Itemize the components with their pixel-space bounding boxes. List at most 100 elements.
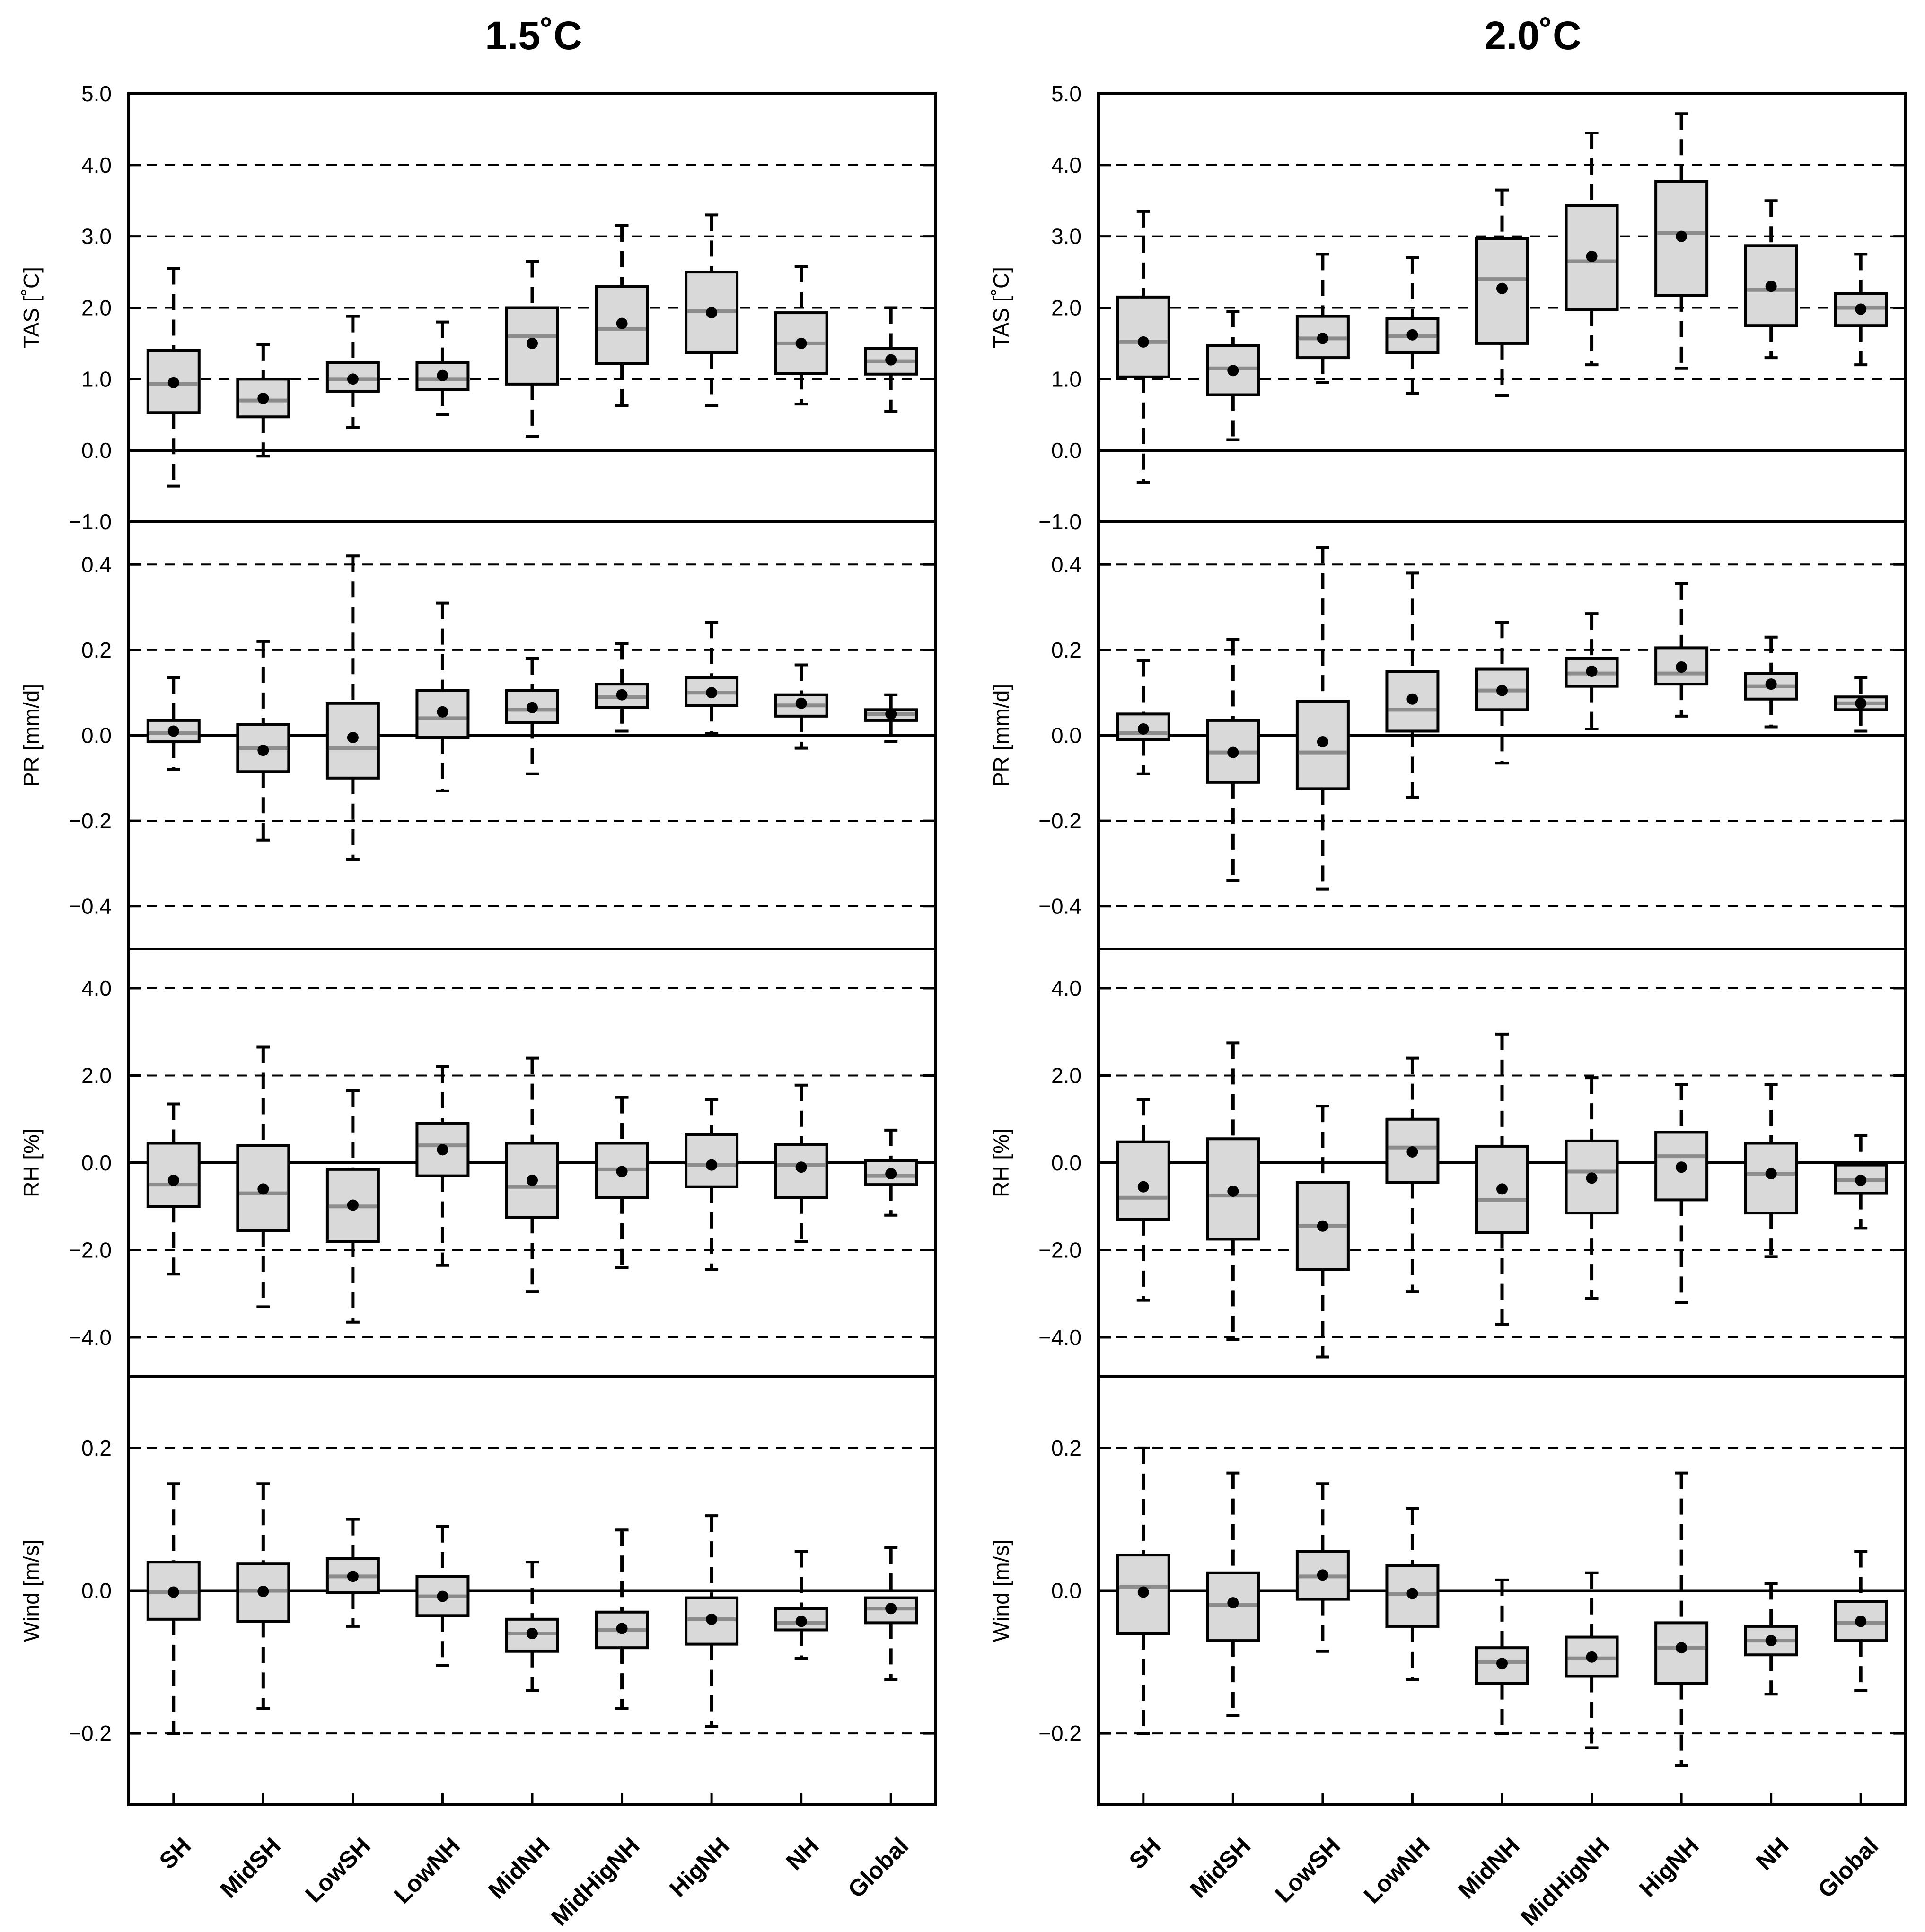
column-title-1-5c: 1.5˚C bbox=[485, 13, 582, 58]
box-HigNH bbox=[1654, 112, 1709, 370]
box-MidNH bbox=[505, 260, 559, 438]
mean-point bbox=[1317, 736, 1328, 748]
box-LowNH bbox=[415, 1065, 470, 1267]
mean-point bbox=[616, 1166, 628, 1177]
mean-point bbox=[795, 697, 807, 709]
mean-point bbox=[437, 369, 448, 381]
y-tick-label: −2.0 bbox=[1038, 1238, 1081, 1262]
y-tick-label: −1.0 bbox=[1038, 509, 1081, 534]
box-MidNH bbox=[505, 657, 559, 775]
mean-point bbox=[437, 1144, 448, 1156]
y-tick-label: −4.0 bbox=[1038, 1325, 1081, 1350]
mean-point bbox=[706, 307, 718, 319]
box-LowSH bbox=[1295, 546, 1350, 891]
box-LowSH bbox=[1295, 1482, 1350, 1653]
mean-point bbox=[1406, 693, 1418, 705]
box-NH bbox=[774, 1083, 828, 1243]
mean-point bbox=[1496, 1658, 1508, 1669]
box-SH bbox=[1116, 1446, 1170, 1735]
box-Global bbox=[1834, 253, 1888, 367]
mean-point bbox=[1586, 250, 1598, 262]
box-MidNH bbox=[1475, 188, 1529, 397]
y-tick-label: 4.0 bbox=[1051, 153, 1081, 177]
y-tick-label: −0.2 bbox=[69, 808, 112, 833]
y-tick-label: 2.0 bbox=[1051, 296, 1081, 320]
mean-point bbox=[347, 1571, 359, 1582]
mean-point bbox=[1855, 1616, 1867, 1627]
y-tick-label: 4.0 bbox=[1051, 976, 1081, 1001]
mean-point bbox=[1496, 1183, 1508, 1195]
mean-point bbox=[1855, 1174, 1867, 1186]
y-tick-label: −0.4 bbox=[69, 894, 112, 919]
mean-point bbox=[885, 1603, 897, 1615]
box-MidSH bbox=[1206, 310, 1260, 441]
box-MidSH bbox=[236, 640, 290, 842]
box-HigNH bbox=[685, 213, 739, 407]
box-LowNH bbox=[415, 601, 470, 792]
box-Global bbox=[1834, 676, 1888, 733]
mean-point bbox=[1227, 746, 1239, 758]
mean-point bbox=[616, 689, 628, 701]
box-HigNH bbox=[1654, 582, 1709, 718]
mean-point bbox=[1765, 1168, 1777, 1180]
box-MidHigNH bbox=[1565, 131, 1619, 367]
mean-point bbox=[795, 337, 807, 349]
y-tick-label: −4.0 bbox=[69, 1325, 112, 1350]
box-MidSH bbox=[1206, 1471, 1260, 1717]
box-LowSH bbox=[325, 315, 380, 429]
box-MidSH bbox=[236, 343, 290, 458]
y-tick-label: 0.2 bbox=[81, 638, 112, 662]
mean-point bbox=[706, 1613, 718, 1625]
mean-point bbox=[1137, 1586, 1149, 1598]
y-axis-label: RH [%] bbox=[19, 1128, 44, 1197]
mean-point bbox=[1227, 1597, 1239, 1609]
box-Global bbox=[864, 1546, 918, 1682]
y-tick-label: 0.0 bbox=[1051, 1150, 1081, 1175]
panel-0-1: −1.0 0.0 1.0 2.0 3.0 4.0 5.0 TAS [˚C] bbox=[989, 81, 1907, 534]
y-tick-label: 0.0 bbox=[81, 1579, 112, 1603]
box-LowSH bbox=[325, 554, 380, 861]
y-axis-label: RH [%] bbox=[989, 1128, 1013, 1197]
mean-point bbox=[527, 1174, 538, 1186]
y-tick-label: 4.0 bbox=[81, 976, 112, 1001]
box-HigNH bbox=[1654, 1082, 1709, 1304]
mean-point bbox=[1406, 329, 1418, 341]
box-HigNH bbox=[685, 621, 739, 735]
y-tick-label: 3.0 bbox=[81, 224, 112, 249]
box-MidNH bbox=[505, 1056, 559, 1293]
box-MidHigNH bbox=[595, 1096, 649, 1269]
mean-point bbox=[1227, 365, 1239, 377]
box-Global bbox=[1834, 1134, 1888, 1230]
mean-point bbox=[257, 1586, 269, 1598]
y-tick-label: 0.4 bbox=[1051, 552, 1081, 577]
box-SH bbox=[1116, 1098, 1170, 1302]
box-MidSH bbox=[236, 1482, 290, 1710]
mean-point bbox=[1676, 230, 1688, 242]
mean-point bbox=[347, 1199, 359, 1211]
mean-point bbox=[885, 708, 897, 720]
mean-point bbox=[527, 702, 538, 713]
box-Global bbox=[1834, 1550, 1888, 1692]
box-Global bbox=[864, 693, 918, 744]
mean-point bbox=[437, 1590, 448, 1602]
mean-point bbox=[1496, 685, 1508, 696]
mean-point bbox=[347, 732, 359, 744]
mean-point bbox=[437, 706, 448, 718]
y-tick-label: −1.0 bbox=[69, 509, 112, 534]
box-MidNH bbox=[1475, 621, 1529, 765]
mean-point bbox=[1765, 678, 1777, 690]
mean-point bbox=[1855, 303, 1867, 315]
mean-point bbox=[167, 377, 179, 388]
mean-point bbox=[257, 1183, 269, 1195]
box-MidHigNH bbox=[1565, 1571, 1619, 1749]
box-LowNH bbox=[1385, 256, 1440, 395]
mean-point bbox=[1137, 723, 1149, 735]
mean-point bbox=[257, 745, 269, 756]
box-NH bbox=[774, 663, 828, 750]
mean-point bbox=[706, 687, 718, 699]
y-tick-label: 2.0 bbox=[1051, 1063, 1081, 1088]
iqr-box bbox=[1116, 1140, 1170, 1221]
mean-point bbox=[1855, 697, 1867, 709]
box-MidSH bbox=[1206, 638, 1260, 882]
